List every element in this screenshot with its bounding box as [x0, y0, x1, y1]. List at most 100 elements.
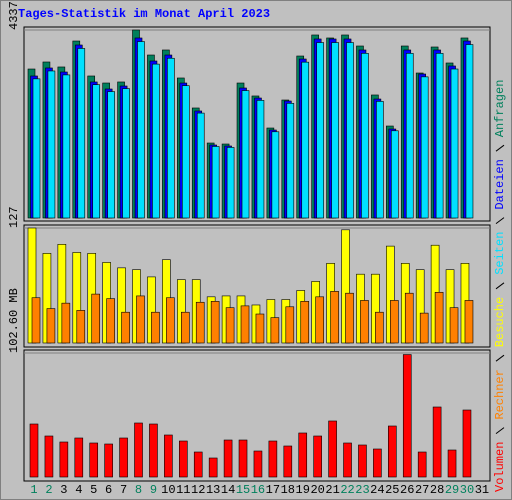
bar — [301, 61, 310, 219]
legend-separator — [495, 354, 505, 362]
x-tick-label: 28 — [430, 483, 444, 497]
bar — [419, 312, 429, 344]
bar — [29, 423, 39, 478]
x-tick-label: 26 — [400, 483, 414, 497]
legend-separator — [495, 144, 505, 152]
legend-label: Seiten — [493, 232, 507, 275]
bar — [328, 420, 337, 478]
legend-label: Anfragen — [493, 80, 507, 138]
bar — [391, 130, 399, 219]
bar — [91, 293, 101, 344]
bar — [240, 305, 250, 344]
bar — [286, 103, 295, 219]
bar — [121, 311, 130, 344]
bar — [268, 440, 278, 478]
bar — [226, 147, 235, 219]
bar — [62, 74, 71, 219]
x-tick-label: 7 — [120, 483, 127, 497]
bar — [210, 301, 220, 344]
bar — [283, 445, 293, 478]
bar — [462, 409, 472, 478]
y-tick-label: 127 — [7, 206, 21, 228]
bar — [346, 42, 354, 219]
bar — [225, 307, 235, 344]
legend-label: Besuche — [493, 297, 507, 347]
bar — [77, 48, 86, 219]
x-tick-label: 29 — [445, 483, 459, 497]
bar — [46, 308, 56, 344]
bar — [74, 437, 84, 478]
x-tick-label: 19 — [296, 483, 310, 497]
legend-label: Dateien — [493, 159, 507, 209]
bar — [375, 311, 384, 344]
x-tick-label: 13 — [206, 483, 220, 497]
x-tick-label: 18 — [281, 483, 295, 497]
x-tick-label: 2 — [45, 483, 52, 497]
bar — [151, 311, 160, 344]
bar — [164, 434, 173, 478]
bar — [447, 449, 457, 478]
bar — [331, 42, 339, 219]
x-tick-label: 14 — [221, 483, 235, 497]
chart-title: Tages-Statistik im Monat April 2023 — [18, 7, 270, 21]
bar — [402, 354, 412, 478]
bar — [404, 292, 414, 344]
bar — [343, 442, 352, 478]
x-tick-label: 15 — [236, 483, 250, 497]
bar — [104, 443, 113, 478]
y-tick-label: 4337 — [7, 1, 21, 30]
bar — [253, 450, 263, 478]
bar — [256, 100, 265, 219]
bar — [285, 306, 295, 344]
bar — [193, 451, 203, 478]
bar — [89, 442, 99, 478]
bar — [59, 441, 69, 478]
bar — [432, 406, 442, 478]
bar — [464, 300, 474, 344]
bar — [316, 42, 324, 219]
x-tick-label: 30 — [460, 483, 474, 497]
bar — [449, 307, 459, 344]
bar — [270, 317, 280, 344]
x-tick-label: 5 — [90, 483, 97, 497]
x-tick-label: 10 — [161, 483, 175, 497]
bar — [330, 291, 339, 344]
y-tick-label: 102.60 MB — [7, 288, 21, 353]
bar — [434, 291, 444, 344]
bar — [450, 68, 459, 219]
bar — [167, 57, 175, 219]
bar — [373, 448, 382, 478]
x-tick-label: 23 — [355, 483, 369, 497]
x-tick-label: 22 — [340, 483, 354, 497]
x-tick-label: 17 — [266, 483, 280, 497]
bar — [134, 422, 143, 478]
legend-separator — [495, 217, 505, 225]
bar — [345, 292, 354, 344]
x-tick-label: 1 — [30, 483, 37, 497]
bar — [122, 88, 130, 219]
legend-separator — [495, 282, 505, 290]
bar — [31, 297, 41, 344]
bar — [390, 300, 399, 344]
bar — [166, 297, 175, 344]
bar — [44, 435, 54, 478]
bar — [420, 76, 429, 219]
legend-label: Volumen — [493, 442, 507, 492]
x-tick-label: 27 — [415, 483, 429, 497]
bar — [223, 439, 233, 478]
bar — [107, 91, 115, 219]
legend-separator — [495, 427, 505, 435]
x-tick-label: 21 — [325, 483, 339, 497]
x-tick-label: 24 — [370, 483, 384, 497]
x-tick-label: 20 — [310, 483, 324, 497]
bar — [465, 44, 474, 219]
bar — [47, 70, 56, 219]
bar — [136, 295, 145, 344]
bar — [195, 301, 205, 344]
bar — [211, 146, 220, 219]
bar — [405, 53, 414, 219]
bar — [76, 310, 86, 344]
bar — [361, 53, 369, 219]
x-tick-label: 12 — [191, 483, 205, 497]
x-tick-label: 3 — [60, 483, 67, 497]
